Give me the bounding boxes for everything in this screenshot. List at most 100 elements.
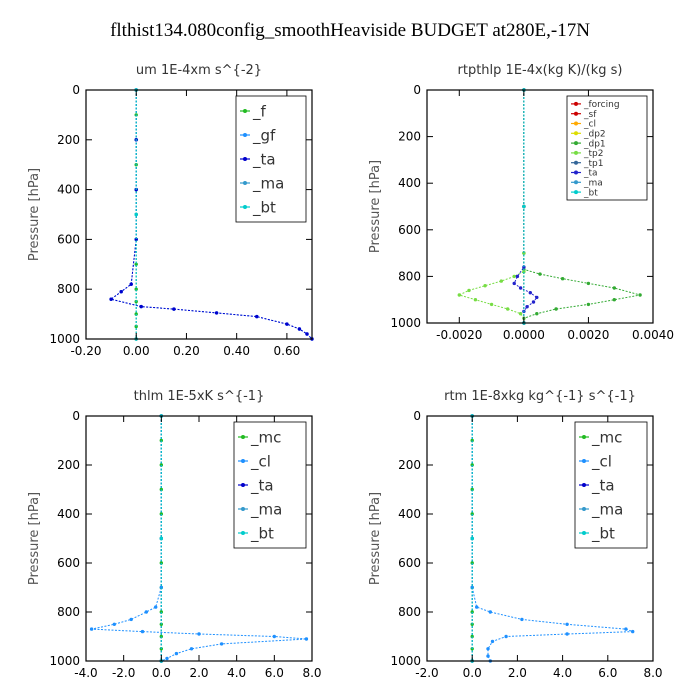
x-tick-label: 0.40	[223, 344, 250, 358]
data-point	[159, 536, 163, 541]
y-tick-label: 0	[413, 83, 421, 97]
panel-title: rtm 1E-8xkg kg^{-1} s^{-1}	[444, 389, 636, 404]
data-point	[219, 642, 224, 646]
y-tick-label: 800	[57, 282, 80, 296]
data-point	[560, 277, 565, 281]
legend-label: _ta	[583, 169, 598, 179]
data-point	[172, 307, 176, 311]
y-tick-label: 1000	[390, 654, 421, 668]
data-point	[134, 237, 138, 242]
data-point	[522, 265, 526, 269]
legend-marker	[243, 205, 247, 209]
y-tick-label: 0	[413, 409, 421, 423]
legend-marker	[243, 133, 247, 137]
legend-marker	[574, 121, 578, 126]
legend-marker	[243, 109, 247, 113]
data-point	[305, 332, 309, 336]
data-point	[612, 298, 616, 302]
legend-label: _tp2	[583, 149, 603, 159]
y-tick-label: 0	[72, 409, 80, 423]
data-point	[531, 300, 536, 304]
x-tick-label: 8.0	[302, 666, 321, 680]
data-point	[535, 295, 539, 300]
data-point	[586, 302, 591, 307]
legend-marker	[574, 111, 578, 116]
panel-title: rtpthlp 1E-4x(kg K)/(kg s)	[458, 63, 623, 78]
legend-marker	[582, 507, 586, 511]
x-tick-label: 0.0	[463, 666, 482, 680]
data-point	[535, 312, 539, 316]
x-tick-label: 2.0	[189, 666, 208, 680]
data-point	[518, 312, 523, 316]
data-point	[304, 637, 309, 641]
data-point	[197, 632, 201, 636]
data-point	[165, 656, 169, 661]
data-point	[129, 282, 133, 286]
legend-marker	[574, 180, 578, 185]
y-tick-label: 1000	[49, 654, 80, 668]
x-tick-label: 6.0	[598, 666, 617, 680]
legend-label: _ma	[591, 500, 623, 519]
data-point	[489, 302, 494, 307]
legend-marker	[241, 507, 245, 511]
chart-panel-1: rtpthlp 1E-4x(kg K)/(kg s) Pressure [hPa]…	[368, 63, 674, 342]
y-tick-label: 600	[398, 556, 421, 570]
legend-marker	[574, 101, 578, 106]
x-tick-label: 0.0040	[632, 328, 674, 342]
data-point	[522, 251, 526, 255]
data-point	[473, 298, 478, 302]
y-tick-label: 200	[57, 458, 80, 472]
data-point	[586, 281, 591, 286]
data-point	[475, 605, 479, 609]
data-point	[488, 610, 492, 614]
x-tick-label: -2.0	[415, 666, 438, 680]
data-point	[638, 293, 642, 297]
data-point	[154, 605, 158, 609]
data-point	[486, 654, 490, 658]
panel-title: um 1E-4xm s^{-2}	[136, 63, 262, 78]
y-axis-label: Pressure [hPa]	[27, 492, 42, 585]
x-tick-label: 4.0	[553, 666, 572, 680]
data-point	[518, 286, 523, 290]
y-tick-label: 600	[57, 232, 80, 246]
legend-label: _ma	[250, 500, 282, 519]
legend-label: _dp1	[583, 139, 606, 149]
legend-label: _cl	[591, 452, 612, 471]
data-point	[139, 304, 143, 309]
data-point	[134, 287, 138, 291]
y-axis-label: Pressure [hPa]	[27, 168, 42, 261]
data-point	[565, 622, 569, 626]
data-point	[565, 632, 569, 636]
data-point	[554, 307, 558, 311]
legend-marker	[582, 483, 586, 487]
legend-marker	[241, 531, 245, 535]
y-tick-label: 1000	[390, 316, 421, 330]
data-point	[486, 647, 490, 651]
y-tick-label: 800	[57, 605, 80, 619]
data-point	[525, 305, 529, 309]
legend-label: _cl	[250, 452, 271, 471]
data-point	[470, 536, 474, 541]
data-point	[522, 204, 526, 209]
legend-label: _dp2	[583, 129, 606, 139]
legend-marker	[574, 190, 578, 195]
data-point	[134, 262, 138, 266]
x-tick-label: 6.0	[265, 666, 284, 680]
legend-marker	[574, 131, 578, 136]
legend-marker	[241, 459, 245, 463]
data-point	[512, 274, 516, 279]
legend-label: _ta	[252, 150, 276, 169]
data-point	[631, 629, 635, 634]
data-point	[467, 288, 471, 293]
legend-marker	[574, 141, 578, 146]
y-tick-label: 1000	[49, 332, 80, 346]
x-tick-label: -0.20	[70, 344, 101, 358]
panel-title: thlm 1E-5xK s^{-1}	[134, 389, 265, 404]
legend-label: _f	[252, 102, 267, 121]
legend-label: _forcing	[583, 100, 620, 110]
data-point	[483, 284, 487, 288]
legend-label: _ta	[250, 476, 274, 495]
y-tick-label: 0	[72, 83, 80, 97]
data-point	[624, 627, 628, 631]
